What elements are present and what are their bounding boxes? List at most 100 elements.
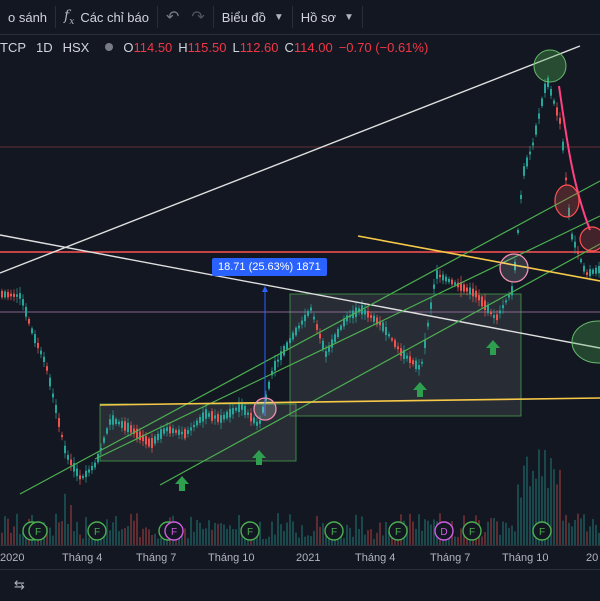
event-marker[interactable] [434,521,454,541]
candle [232,408,234,415]
candle [439,274,441,278]
date-range-icon[interactable]: ⇆ [14,577,25,592]
candle [277,359,279,362]
undo-icon[interactable]: ↶ [165,9,180,26]
toolbar-divider [361,6,363,28]
highlight-circle[interactable] [533,49,567,83]
redo-icon[interactable]: ↷ [191,9,205,26]
volume-bar [157,538,159,545]
candle [70,459,72,466]
volume-bar [418,514,420,545]
up-arrow-icon [252,450,266,465]
event-marker[interactable] [324,521,344,541]
candle [454,282,456,285]
volume-bar [148,529,150,545]
indicators-button[interactable]: fx Các chỉ báo [56,0,157,34]
candle [241,404,243,410]
candle [109,419,111,425]
event-marker-label: F [35,527,41,538]
profile-menu-button[interactable]: Hồ sơ ▼ [293,0,362,34]
highlight-circle[interactable] [579,226,600,252]
candle [304,314,306,322]
event-marker[interactable] [462,521,482,541]
candle [382,322,384,332]
volume-bar [358,528,360,545]
event-marker[interactable] [388,521,408,541]
toolbar-divider [212,6,214,28]
candle [37,342,39,349]
volume-bar [76,521,78,545]
top-toolbar: o sánh fx Các chỉ báo ↶ ↷ Biểu đồ ▼ Hồ s… [0,0,600,35]
trend-line-rising[interactable] [0,45,581,274]
candle [190,427,192,431]
candle [214,415,216,419]
time-axis-label: Tháng 4 [355,552,396,564]
candle [226,411,228,419]
candle [205,409,207,419]
event-marker[interactable] [87,521,107,541]
interval-label[interactable]: 1D [36,39,53,55]
candle [202,412,204,422]
candle [115,419,117,424]
volume-bar [424,519,426,545]
neckline[interactable] [357,235,600,282]
volume-bar [382,535,384,545]
curve-line[interactable] [558,85,591,231]
price-chart[interactable]: FFFFFFFFDFF [0,34,600,545]
range-box[interactable] [289,293,522,417]
volume-bar [355,514,357,545]
time-axis[interactable]: 2020 Tháng 4 Tháng 7 Tháng 10 2021 Tháng… [0,545,600,570]
symbol-name[interactable]: TCP [0,39,26,55]
exchange-label: HSX [62,39,90,55]
event-marker[interactable] [164,521,184,541]
event-marker[interactable] [28,521,48,541]
candle [400,348,402,356]
chart-menu-button[interactable]: Biểu đồ ▼ [214,0,292,34]
candle [172,428,174,434]
channel-line-middle[interactable] [94,215,600,460]
volume-bar [406,525,408,545]
volume-bar [589,526,591,545]
candle [91,465,93,471]
volume-bar [559,469,561,545]
event-marker[interactable] [532,521,552,541]
volume-bar [385,521,387,545]
symbol-legend: TCP 1D HSX O 114.50 H 115.50 L 112.60 C … [0,38,434,56]
candle [187,430,189,434]
highlight-circle[interactable] [571,320,600,364]
candle [184,429,186,439]
compare-button[interactable]: o sánh [0,0,55,34]
volume-bar [265,538,267,545]
volume-bar [268,536,270,545]
candle [538,113,540,119]
candle [346,315,348,322]
volume-bar [352,536,354,545]
measure-label[interactable]: 18.71 (25.63%) 1871 [212,258,327,276]
candle [397,346,399,350]
candle [220,415,222,423]
trend-line-falling[interactable] [0,234,600,349]
low-key: L [232,39,240,55]
volume-bar [19,534,21,545]
candle [259,420,261,424]
channel-line-lower[interactable] [159,243,600,486]
candle [469,287,471,295]
candle [583,265,585,272]
candle [238,402,240,412]
volume-bar [454,536,456,545]
highlight-circle[interactable] [499,253,529,283]
highlight-circle[interactable] [554,184,580,218]
volume-bar [277,513,279,545]
channel-line-upper[interactable] [19,180,600,495]
volume-bar [205,528,207,545]
candle [406,355,408,359]
highlight-circle[interactable] [253,397,277,421]
indicator-fx-icon: fx [64,7,75,27]
volume-bar [202,529,204,545]
candle [151,438,153,448]
support-line[interactable] [99,397,600,406]
candle [478,295,480,301]
volume-bar [211,529,213,545]
event-marker[interactable] [240,521,260,541]
candle [463,284,465,292]
